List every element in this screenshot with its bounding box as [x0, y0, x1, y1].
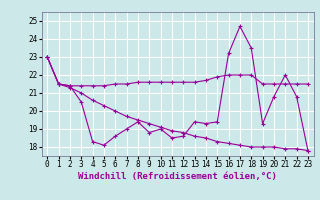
X-axis label: Windchill (Refroidissement éolien,°C): Windchill (Refroidissement éolien,°C)	[78, 172, 277, 181]
